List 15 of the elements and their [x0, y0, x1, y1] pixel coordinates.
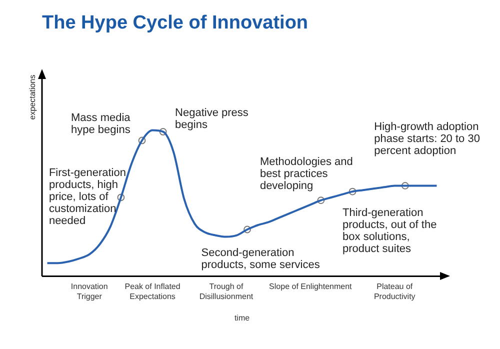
- annotation: Mass media hype begins: [71, 112, 132, 136]
- x-tick-label: Peak of Inflated Expectations: [124, 282, 180, 301]
- annotation: Methodologies and best practices developing: [260, 156, 353, 192]
- annotation: Third-generation products, out of the box solutions, product suites: [342, 207, 437, 256]
- annotation: Negative press begins: [175, 107, 249, 132]
- x-axis-title: time: [234, 313, 250, 322]
- y-axis-title: expectations: [28, 74, 38, 120]
- x-tick-label: Plateau of Productivity: [374, 282, 416, 301]
- annotation: First-generation products, high price, lots of customization needed: [48, 166, 126, 227]
- chart-title: The Hype Cycle of Innovation: [42, 12, 308, 34]
- annotation: Second-generation products, some services: [201, 247, 320, 272]
- annotation: High-growth adoption phase starts: 20 to 30 percent adoption: [374, 121, 480, 158]
- x-tick-label: Innovation Trigger: [70, 282, 108, 301]
- x-tick-label: Trough of Disillusionment: [199, 282, 254, 301]
- x-tick-label: Slope of Enlightenment: [269, 282, 353, 292]
